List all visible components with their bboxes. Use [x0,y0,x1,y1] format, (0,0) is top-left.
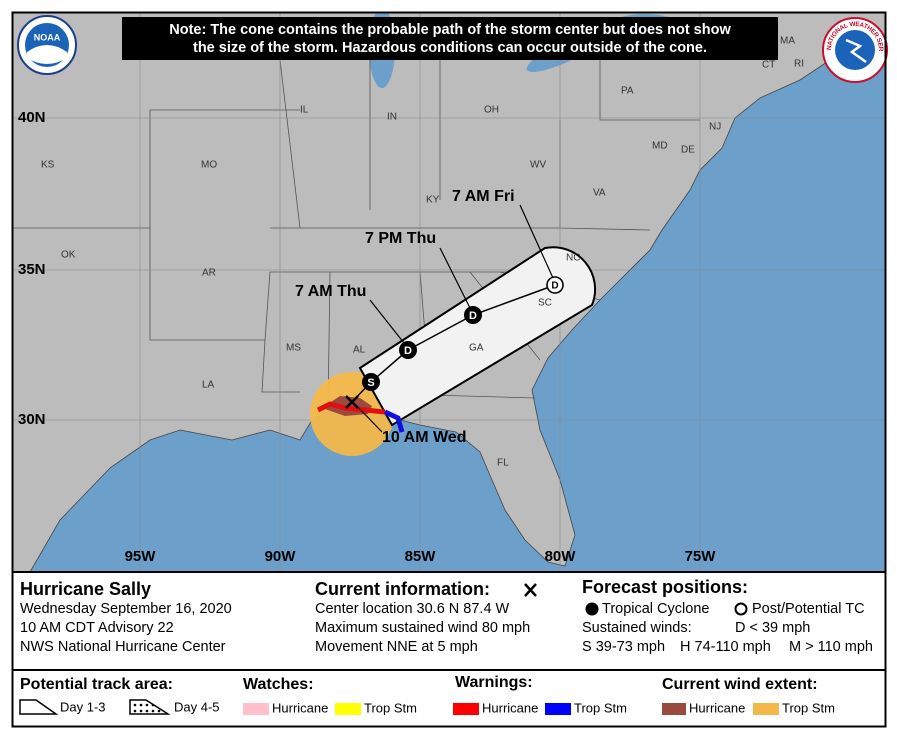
lon-label: 95W [125,548,157,565]
forecast-item: Post/Potential TC [752,601,865,617]
state-label: DE [681,145,695,156]
graticule [13,13,885,572]
legend-item: Day 1-3 [60,699,106,714]
legend-swatch [753,703,779,715]
state-label: OK [61,250,76,261]
state-label: MS [286,343,301,354]
state-label: AR [202,268,216,279]
forecast-item: D < 39 mph [735,620,810,636]
note: Note: The cone contains the probable pat… [169,22,731,38]
forecast-time: 10 AM Wed [382,429,466,446]
frame [11,11,887,728]
state-label: NJ [709,122,721,133]
legend-icon [585,602,599,616]
state-label: CT [762,60,775,71]
forecast-item: Tropical Cyclone [602,601,709,617]
storm-name: Hurricane Sally [20,579,151,599]
lon-label: 85W [405,548,437,565]
state-label: FL [497,458,509,469]
current-position [345,395,359,409]
state-label: SC [538,298,552,309]
state-label: WV [530,160,546,171]
forecast-item: Sustained winds: [582,620,692,636]
forecast-time: 7 AM Fri [452,188,515,205]
forecast-title: Forecast positions: [582,577,748,597]
legend-swatch [243,703,269,715]
legend-swatch [335,703,361,715]
state-label: MO [201,160,217,171]
leaders [354,204,554,433]
state-labels: IL IN OH PA NJ DE MD KS MO WV KY VA OK A… [41,36,804,469]
legend-item: Trop Stm [574,700,627,715]
tropical-storm-warning [383,409,405,433]
note-box [122,17,778,60]
state-label: GA [469,343,484,354]
point-label: D [404,345,412,357]
legend-item: Day 4-5 [174,699,220,714]
state-label: MA [780,36,795,47]
track-point [362,373,380,391]
legend-item: Trop Stm [364,700,417,715]
legend-item: Trop Stm [782,700,835,715]
point-label: D [551,281,558,292]
track-point [464,306,482,324]
lon-label: 75W [685,548,717,565]
storm-info: Wednesday September 16, 2020 [20,601,232,617]
legend-icon [129,699,171,715]
state-label: NC [566,253,580,264]
current-icon [524,583,537,597]
state-label: MD [652,141,668,152]
current-info: Center location 30.6 N 87.4 W [315,601,510,617]
state-label: AL [353,345,366,356]
forecast-time: 7 AM Thu [295,283,366,300]
legend-title: Current wind extent: [662,676,818,693]
lat-label: 35N [18,261,46,278]
current-info: Movement NNE at 5 mph [315,639,478,655]
track-point [399,341,417,359]
note: the size of the storm. Hazardous conditi… [193,40,707,56]
legend-item: Hurricane [272,700,328,715]
legend-title: Watches: [243,676,314,693]
storm-info: NWS National Hurricane Center [20,639,226,655]
lat-label: 40N [18,109,46,126]
forecast-time: 7 PM Thu [365,230,436,247]
forecast-item: M > 110 mph [789,639,873,655]
legend-item: Hurricane [482,700,538,715]
state-label: KS [41,160,55,171]
point-label: S [367,377,374,389]
forecast-item: S 39-73 mph [582,639,665,655]
forecast-item: H 74-110 mph [680,639,771,655]
legend-icon [734,602,748,616]
state-label: PA [621,86,634,97]
lon-label: 80W [545,548,577,565]
state-label: LA [202,380,215,391]
state-label: VA [593,188,606,199]
current-info: Maximum sustained wind 80 mph [315,620,530,636]
lon-label: 90W [265,548,297,565]
state-label: KY [426,195,440,206]
current-title: Current information: [315,579,490,599]
legend-swatch [662,703,686,715]
state-label: OH [484,105,499,116]
track-point [546,276,564,294]
lat-label: 30N [18,411,46,428]
state-label: IN [387,112,397,123]
state-label: RI [794,59,804,70]
legend-title: Warnings: [455,674,533,691]
legend-swatch [545,703,571,715]
state-label: IL [300,105,309,116]
map: S D D D IL IN OH PA NJ DE MD KS MO WV KY… [13,13,885,572]
noaa-logo: NOAA [17,15,77,75]
hurricane-warning [316,401,386,415]
point-label: D [469,310,477,322]
storm-info: 10 AM CDT Advisory 22 [20,620,174,636]
legend-item: Hurricane [689,700,745,715]
legend-icon [19,699,59,715]
legend-title: Potential track area: [20,676,173,693]
legend-swatch [453,703,479,715]
logo-text: NOAA [34,32,61,42]
